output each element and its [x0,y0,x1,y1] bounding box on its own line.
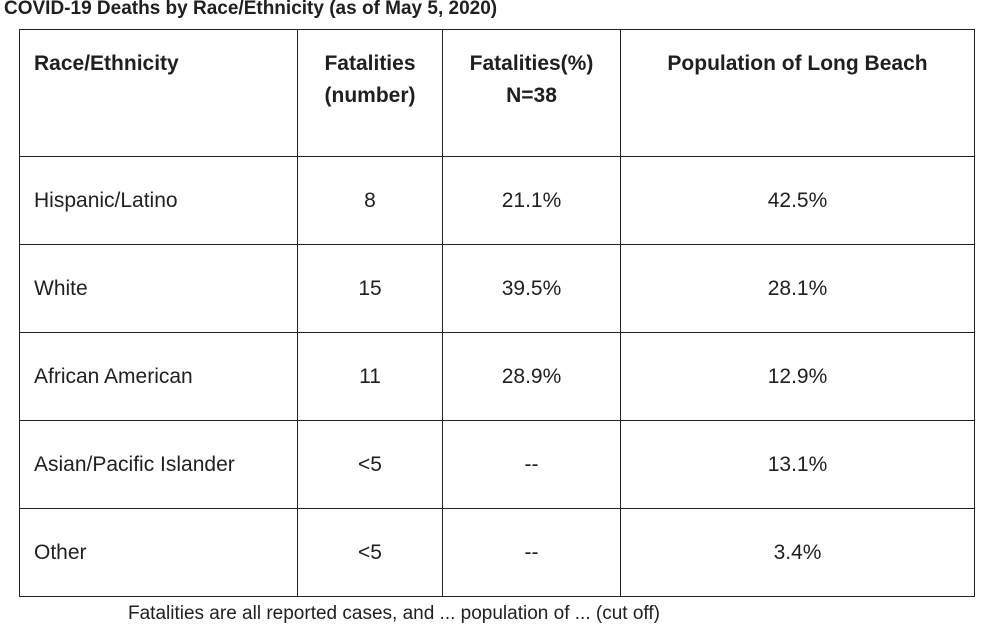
cell-fatalities-number: <5 [297,420,443,509]
cell-fatalities-number: 11 [297,332,443,421]
cell-fatalities-percent: 28.9% [442,332,621,421]
footnote: Fatalities are all reported cases, and .… [128,603,660,624]
cell-fatalities-number: <5 [297,508,443,597]
header-fatalities-number: Fatalities (number) [297,29,443,157]
cell-fatalities-number: 8 [297,156,443,245]
deaths-table: Race/Ethnicity Fatalities (number) Fatali… [19,29,975,597]
table-header-row: Race/Ethnicity Fatalities (number) Fatali… [19,29,975,157]
cell-race: Other [19,508,298,597]
cell-population: 12.9% [620,332,975,421]
table-row: Other <5 -- 3.4% [19,508,975,597]
cell-fatalities-percent: -- [442,420,621,509]
table-row: Hispanic/Latino 8 21.1% 42.5% [19,156,975,245]
cell-fatalities-number: 15 [297,244,443,333]
table-row: White 15 39.5% 28.1% [19,244,975,333]
table-title: COVID-19 Deaths by Race/Ethnicity (as of… [4,0,498,19]
cell-fatalities-percent: 21.1% [442,156,621,245]
cell-race: Hispanic/Latino [19,156,298,245]
cell-population: 13.1% [620,420,975,509]
table-row: African American 11 28.9% 12.9% [19,332,975,421]
header-fatalities-percent: Fatalities(%) N=38 [442,29,621,157]
cell-population: 3.4% [620,508,975,597]
table-row: Asian/Pacific Islander <5 -- 13.1% [19,420,975,509]
cell-population: 28.1% [620,244,975,333]
cell-fatalities-percent: -- [442,508,621,597]
header-fatalities-percent-line2: N=38 [506,84,557,107]
cell-race: White [19,244,298,333]
header-population: Population of Long Beach [620,29,975,157]
header-race-ethnicity: Race/Ethnicity [19,29,298,157]
cell-population: 42.5% [620,156,975,245]
header-fatalities-number-line2: (number) [324,84,416,107]
cell-fatalities-percent: 39.5% [442,244,621,333]
header-fatalities-number-line1: Fatalities [324,52,416,75]
header-fatalities-percent-line1: Fatalities(%) [469,52,594,75]
cell-race: Asian/Pacific Islander [19,420,298,509]
cell-race: African American [19,332,298,421]
